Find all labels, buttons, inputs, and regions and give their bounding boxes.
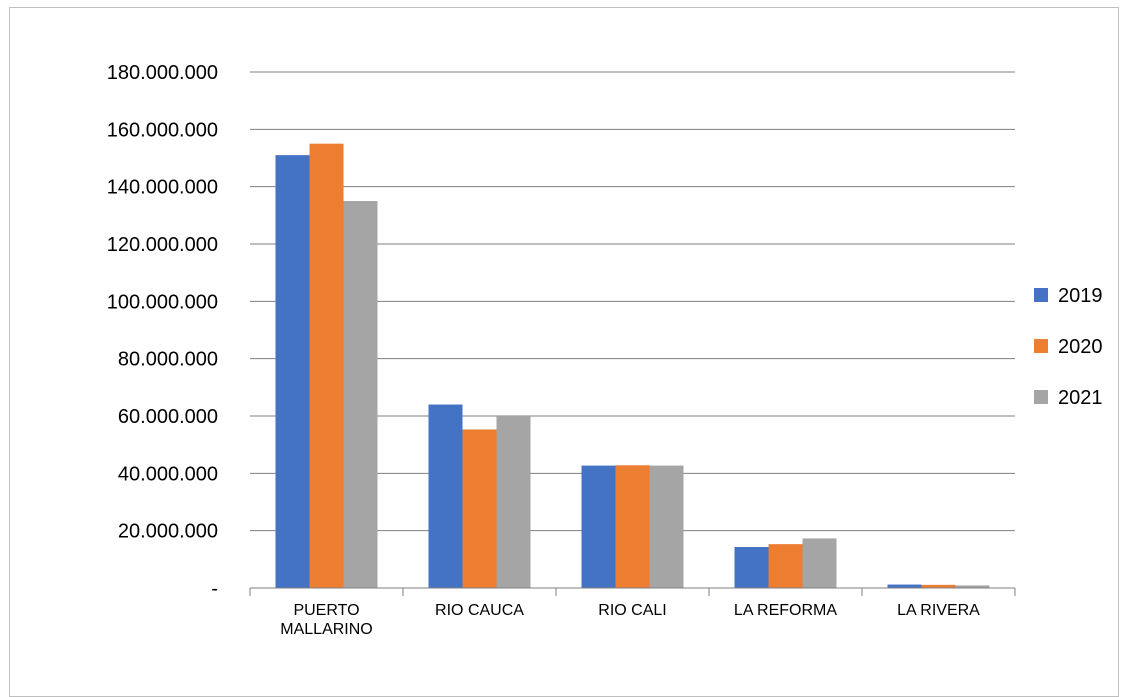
legend-label: 2019: [1058, 285, 1103, 307]
bar-2019-0: [275, 155, 310, 588]
bar-2019-1: [428, 404, 463, 588]
legend-swatch: [1034, 288, 1048, 302]
legend-label: 2021: [1058, 387, 1103, 409]
bar-2021-4: [955, 585, 990, 588]
x-category-label: LA RIVERA: [897, 602, 980, 619]
y-axis-ticks: - 20.000.000 40.000.000 60.000.000 80.000.00…: [107, 62, 218, 600]
y-tick-label: 80.000.000: [118, 349, 218, 371]
x-axis-category-labels: PUERTO MALLARINO RIO CAUCA RIO CALI LA REFOR…: [280, 602, 980, 638]
bar-2021-0: [343, 201, 378, 588]
y-tick-label: 20.000.000: [118, 521, 218, 543]
x-category-label: LA REFORMA: [734, 602, 837, 619]
bar-2020-2: [615, 465, 650, 588]
y-tick-label: 40.000.000: [118, 463, 218, 485]
y-tick-label: 140.000.000: [107, 177, 218, 199]
bar-chart: - 20.000.000 40.000.000 60.000.000 80.000.00…: [107, 62, 1103, 638]
chart-frame: [9, 7, 1119, 697]
legend-item-2019: 2019: [1034, 285, 1103, 307]
bar-2020-0: [309, 143, 344, 588]
legend: 2019 2020 2021: [1034, 285, 1103, 409]
legend-swatch: [1034, 390, 1048, 404]
bar-2020-1: [462, 429, 497, 588]
y-tick-label: 180.000.000: [107, 62, 218, 84]
legend-item-2020: 2020: [1034, 336, 1103, 358]
legend-swatch: [1034, 339, 1048, 353]
bar-2021-3: [802, 538, 837, 588]
bar-2019-2: [581, 465, 616, 588]
bar-2019-3: [734, 547, 769, 588]
bar-2020-4: [921, 584, 956, 588]
y-tick-label: 60.000.000: [118, 406, 218, 428]
legend-item-2021: 2021: [1034, 387, 1103, 409]
bar-2019-4: [887, 584, 922, 588]
bar-2021-1: [496, 416, 531, 588]
legend-label: 2020: [1058, 336, 1103, 358]
y-tick-label: -: [211, 578, 218, 600]
bars: [275, 143, 990, 588]
x-category-label: RIO CALI: [598, 602, 666, 619]
y-tick-label: 100.000.000: [107, 291, 218, 313]
bar-2021-2: [649, 465, 684, 588]
x-category-label: PUERTO MALLARINO: [280, 602, 372, 638]
x-axis: [249, 587, 1016, 596]
y-tick-label: 120.000.000: [107, 234, 218, 256]
bar-2020-3: [768, 544, 803, 588]
y-tick-label: 160.000.000: [107, 119, 218, 141]
x-category-label: RIO CAUCA: [435, 602, 524, 619]
